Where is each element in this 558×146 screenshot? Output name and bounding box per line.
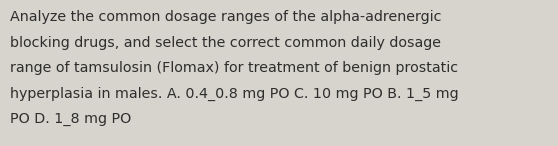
Text: hyperplasia in males. A. 0.4_0.8 mg PO C. 10 mg PO B. 1_5 mg: hyperplasia in males. A. 0.4_0.8 mg PO C… xyxy=(10,87,459,101)
Text: Analyze the common dosage ranges of the alpha-adrenergic: Analyze the common dosage ranges of the … xyxy=(10,10,441,24)
Text: range of tamsulosin (Flomax) for treatment of benign prostatic: range of tamsulosin (Flomax) for treatme… xyxy=(10,61,458,75)
Text: PO D. 1_8 mg PO: PO D. 1_8 mg PO xyxy=(10,112,131,126)
Text: blocking drugs, and select the correct common daily dosage: blocking drugs, and select the correct c… xyxy=(10,36,441,50)
